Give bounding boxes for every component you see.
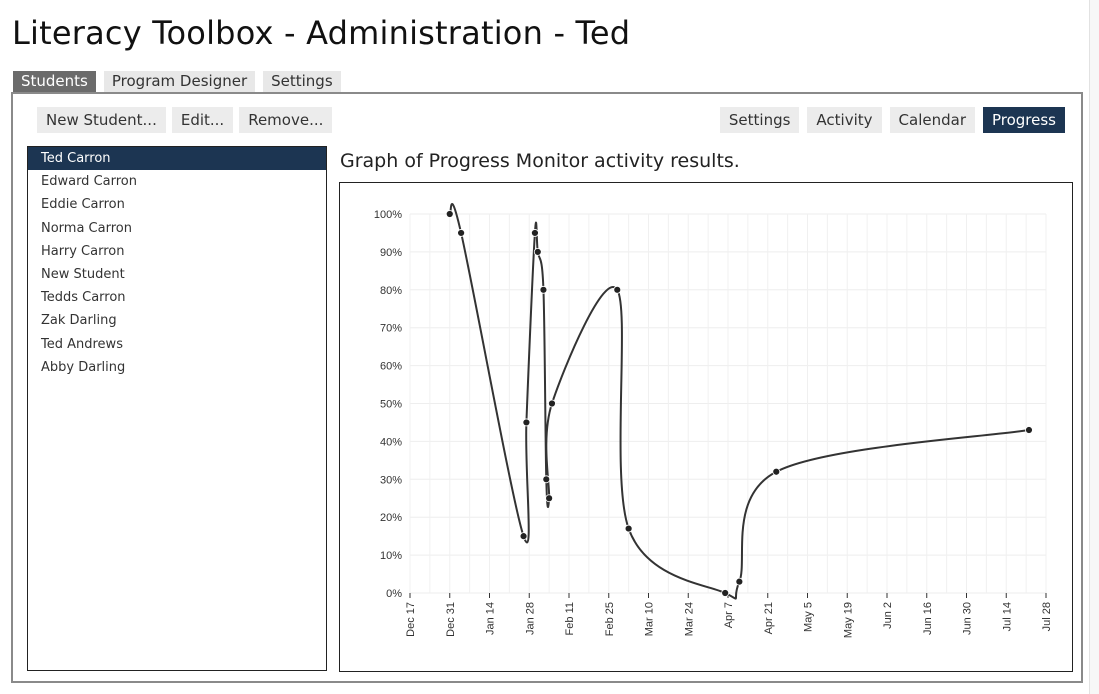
- y-tick-label: 80%: [380, 285, 402, 297]
- x-tick-label: Dec 31: [445, 602, 457, 637]
- y-tick-label: 30%: [380, 474, 402, 486]
- student-item[interactable]: Ted Andrews: [41, 336, 123, 352]
- top-tab-bar: Students Program Designer Settings: [13, 71, 341, 92]
- x-tick-label: Feb 25: [604, 602, 616, 636]
- y-axis: 0% 10% 20% 30% 40% 50% 60% 70% 80% 90% 100%: [374, 209, 402, 600]
- y-tick-label: 10%: [380, 550, 402, 562]
- x-axis: Dec 17 Dec 31 Jan 14 Jan 28 Feb 11 Feb 25 Mar …: [405, 593, 1053, 638]
- page-title: Literacy Toolbox - Administration - Ted: [12, 14, 631, 52]
- new-student-button[interactable]: New Student...: [37, 107, 166, 133]
- student-item[interactable]: Ted Carron: [28, 147, 326, 171]
- data-point: [735, 577, 744, 586]
- view-tab-bar: Settings Activity Calendar Progress: [719, 107, 1065, 133]
- x-tick-label: Jul 28: [1041, 602, 1053, 631]
- y-tick-label: 100%: [374, 209, 402, 221]
- student-item[interactable]: Zak Darling: [41, 313, 117, 329]
- student-item[interactable]: Edward Carron: [41, 174, 137, 190]
- x-tick-label: Apr 7: [723, 602, 735, 628]
- progress-chart-svg: 0% 10% 20% 30% 40% 50% 60% 70% 80% 90% 100% Dec 17…: [374, 202, 1053, 638]
- graph-caption: Graph of Progress Monitor activity resul…: [340, 150, 740, 172]
- x-tick-label: Jul 14: [1001, 602, 1013, 631]
- data-point: [772, 467, 781, 476]
- window-scroll-edge: [1089, 0, 1099, 694]
- student-item[interactable]: Eddie Carron: [41, 197, 125, 213]
- x-tick-label: Jun 2: [882, 602, 894, 629]
- student-list[interactable]: Ted Carron Edward Carron Eddie Carron No…: [27, 146, 327, 671]
- data-point: [542, 475, 551, 484]
- x-tick-label: Mar 24: [683, 602, 695, 636]
- data-point: [539, 285, 548, 294]
- data-point: [533, 248, 542, 256]
- data-point: [613, 285, 622, 294]
- data-point: [545, 494, 554, 503]
- chart-grid: [409, 213, 1047, 594]
- view-tab-settings[interactable]: Settings: [719, 107, 800, 133]
- student-item[interactable]: Norma Carron: [41, 220, 132, 236]
- data-point: [531, 229, 539, 237]
- view-tab-progress[interactable]: Progress: [982, 107, 1065, 133]
- series-points: [445, 210, 1033, 597]
- x-tick-label: Apr 21: [763, 602, 775, 634]
- data-point: [457, 229, 466, 237]
- y-tick-label: 70%: [380, 323, 402, 335]
- data-point: [519, 532, 528, 541]
- x-tick-label: Jun 30: [962, 602, 974, 635]
- tab-settings[interactable]: Settings: [263, 71, 341, 92]
- x-tick-label: Jan 28: [524, 602, 536, 635]
- remove-student-button[interactable]: Remove...: [239, 107, 333, 133]
- view-tab-calendar[interactable]: Calendar: [889, 107, 975, 133]
- student-item[interactable]: Harry Carron: [41, 243, 125, 259]
- data-point: [624, 524, 633, 533]
- student-toolbar: New Student... Edit... Remove...: [37, 107, 333, 133]
- x-tick-label: Mar 10: [644, 602, 656, 636]
- x-tick-label: Dec 17: [405, 602, 417, 637]
- edit-student-button[interactable]: Edit...: [171, 107, 234, 133]
- data-point: [548, 399, 556, 408]
- tab-students[interactable]: Students: [13, 71, 96, 92]
- x-tick-label: Jan 14: [485, 602, 497, 635]
- students-panel: New Student... Edit... Remove... Setting…: [11, 92, 1083, 683]
- y-tick-label: 0%: [386, 588, 402, 600]
- view-tab-activity[interactable]: Activity: [807, 107, 882, 133]
- tab-program-designer[interactable]: Program Designer: [103, 71, 256, 92]
- y-tick-label: 90%: [380, 247, 402, 259]
- data-point: [522, 418, 531, 427]
- y-tick-label: 40%: [380, 436, 402, 448]
- y-tick-label: 50%: [380, 399, 402, 411]
- x-tick-label: May 19: [842, 602, 854, 638]
- student-item[interactable]: Tedds Carron: [41, 290, 126, 306]
- student-item[interactable]: Abby Darling: [41, 359, 126, 375]
- data-point: [1025, 426, 1033, 434]
- progress-chart: 0% 10% 20% 30% 40% 50% 60% 70% 80% 90% 100% Dec 17…: [339, 182, 1073, 672]
- y-tick-label: 20%: [380, 512, 402, 524]
- x-tick-label: Feb 11: [564, 602, 576, 635]
- x-tick-label: Jun 16: [922, 602, 934, 635]
- y-tick-label: 60%: [380, 361, 402, 373]
- series-line: [448, 202, 1030, 600]
- x-tick-label: May 5: [803, 602, 815, 632]
- student-item[interactable]: New Student: [41, 266, 125, 282]
- data-point: [721, 589, 730, 597]
- data-point: [445, 210, 454, 218]
